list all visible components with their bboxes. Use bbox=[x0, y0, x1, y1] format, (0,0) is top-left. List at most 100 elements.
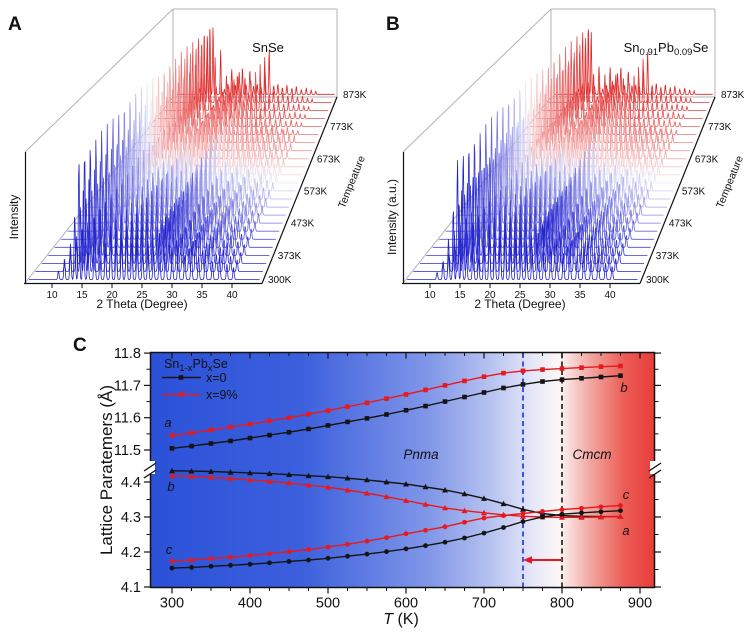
marker-triangle bbox=[247, 476, 253, 483]
marker-square bbox=[384, 396, 389, 401]
marker-triangle bbox=[383, 479, 390, 485]
x-tick-label: 15 bbox=[76, 290, 88, 301]
marker-square bbox=[559, 377, 565, 382]
legend-marker-x0 bbox=[178, 375, 184, 380]
temperature-label: 673K bbox=[695, 154, 719, 165]
marker-circle bbox=[540, 509, 545, 514]
c-x-tick-label: 700 bbox=[472, 596, 496, 612]
marker-circle bbox=[442, 524, 448, 530]
marker-square bbox=[267, 432, 272, 438]
marker-triangle bbox=[442, 504, 448, 511]
marker-square bbox=[208, 441, 214, 446]
legend-title-sn: Sn bbox=[164, 357, 179, 371]
temperature-label: 873K bbox=[343, 90, 367, 101]
temperature-label: 300K bbox=[268, 275, 292, 286]
marker-square bbox=[384, 412, 389, 417]
marker-circle bbox=[501, 513, 506, 518]
marker-circle bbox=[364, 538, 370, 544]
marker-circle bbox=[579, 510, 584, 516]
c-x-tick-label: 600 bbox=[394, 596, 418, 612]
marker-circle bbox=[267, 560, 272, 566]
panel-b-title-sn: Sn bbox=[624, 40, 640, 55]
phase-gradient-background bbox=[150, 352, 655, 588]
marker-square bbox=[540, 367, 545, 372]
legend-marker-x9 bbox=[178, 392, 184, 397]
transition-shift-arrowhead bbox=[523, 556, 532, 564]
curve-label-b-left: b bbox=[167, 479, 174, 494]
panel-c-xlabel: T (K) bbox=[383, 611, 419, 628]
marker-triangle bbox=[344, 487, 351, 493]
marker-triangle bbox=[403, 497, 409, 503]
marker-square bbox=[423, 387, 428, 393]
marker-square bbox=[345, 404, 350, 410]
c-x-tick-label: 400 bbox=[238, 596, 262, 612]
marker-triangle bbox=[188, 473, 195, 479]
marker-square bbox=[286, 415, 292, 420]
panel-b-xlabel: 2 Theta (Degree) bbox=[474, 297, 565, 311]
marker-square bbox=[306, 426, 311, 432]
curve-label-b-right: b bbox=[620, 380, 627, 395]
marker-triangle bbox=[247, 469, 253, 476]
panel-c-ylabel: Lattice Paratemers (Å) bbox=[97, 385, 116, 555]
marker-circle bbox=[598, 504, 604, 510]
marker-square bbox=[345, 419, 350, 425]
x-tick-label: 15 bbox=[454, 290, 466, 301]
series-a-x-0 bbox=[169, 373, 623, 451]
panel-a-label: A bbox=[8, 14, 22, 35]
marker-square bbox=[189, 430, 194, 436]
marker-triangle bbox=[325, 473, 331, 480]
marker-triangle bbox=[559, 514, 565, 520]
marker-circle bbox=[228, 562, 233, 568]
marker-square bbox=[423, 403, 428, 409]
legend-item-x9: x=9% bbox=[206, 388, 238, 402]
temperature-label: 773K bbox=[708, 122, 732, 133]
panel-b-title-sub1: 0.91 bbox=[640, 47, 659, 58]
marker-square bbox=[501, 370, 506, 376]
temperature-axis bbox=[261, 96, 338, 284]
phase-label-cmcm: Cmcm bbox=[573, 447, 612, 462]
marker-triangle bbox=[481, 495, 487, 501]
marker-square bbox=[169, 446, 175, 451]
marker-triangle bbox=[442, 487, 448, 493]
marker-square bbox=[462, 394, 467, 400]
marker-circle bbox=[540, 514, 545, 520]
marker-circle bbox=[208, 563, 214, 569]
legend-title-sub2: x bbox=[208, 363, 213, 374]
marker-circle bbox=[306, 547, 311, 552]
panel-c-lattice-chart: 300 400 500 600 700 800 900 11.5 11.6 11.7 11.8 4.1… bbox=[114, 346, 662, 612]
frame-line bbox=[24, 8, 174, 153]
curve-label-c-right: c bbox=[623, 487, 630, 502]
panel-a-waterfall-chart: 10 15 20 25 30 35 40 300K 373K 473K 573K 673K 773K 87… bbox=[24, 8, 367, 301]
c-y-tick-label: 11.5 bbox=[114, 443, 141, 459]
marker-circle bbox=[345, 553, 350, 559]
marker-square bbox=[267, 418, 272, 424]
frame-line bbox=[402, 8, 552, 153]
marker-triangle bbox=[422, 501, 429, 507]
marker-square bbox=[618, 373, 623, 379]
frame-line bbox=[24, 96, 174, 284]
legend-item-x0: x=0 bbox=[206, 371, 227, 385]
axis-break-slash bbox=[143, 462, 157, 472]
panel-b-title-pb: Pb bbox=[658, 40, 674, 55]
marker-circle bbox=[286, 549, 292, 555]
marker-square bbox=[598, 364, 604, 369]
panel-b-title: Sn0.91Pb0.09Se bbox=[624, 40, 709, 58]
marker-square bbox=[364, 400, 370, 406]
marker-triangle bbox=[169, 467, 175, 474]
marker-triangle bbox=[305, 472, 312, 479]
c-x-tick-label: 300 bbox=[160, 596, 184, 612]
marker-triangle bbox=[422, 483, 429, 490]
marker-circle bbox=[598, 509, 604, 515]
marker-square bbox=[618, 363, 623, 369]
c-x-tick-label: 500 bbox=[316, 596, 340, 612]
axis-break-slash bbox=[648, 462, 662, 472]
marker-triangle bbox=[461, 490, 468, 497]
legend-title: Sn1-xPbxSe bbox=[164, 357, 228, 374]
marker-square bbox=[540, 379, 545, 384]
marker-circle bbox=[403, 546, 409, 552]
temperature-label: 573K bbox=[304, 186, 328, 197]
marker-circle bbox=[462, 519, 467, 525]
series-a-x-9--line bbox=[171, 365, 621, 437]
marker-triangle bbox=[481, 509, 487, 516]
